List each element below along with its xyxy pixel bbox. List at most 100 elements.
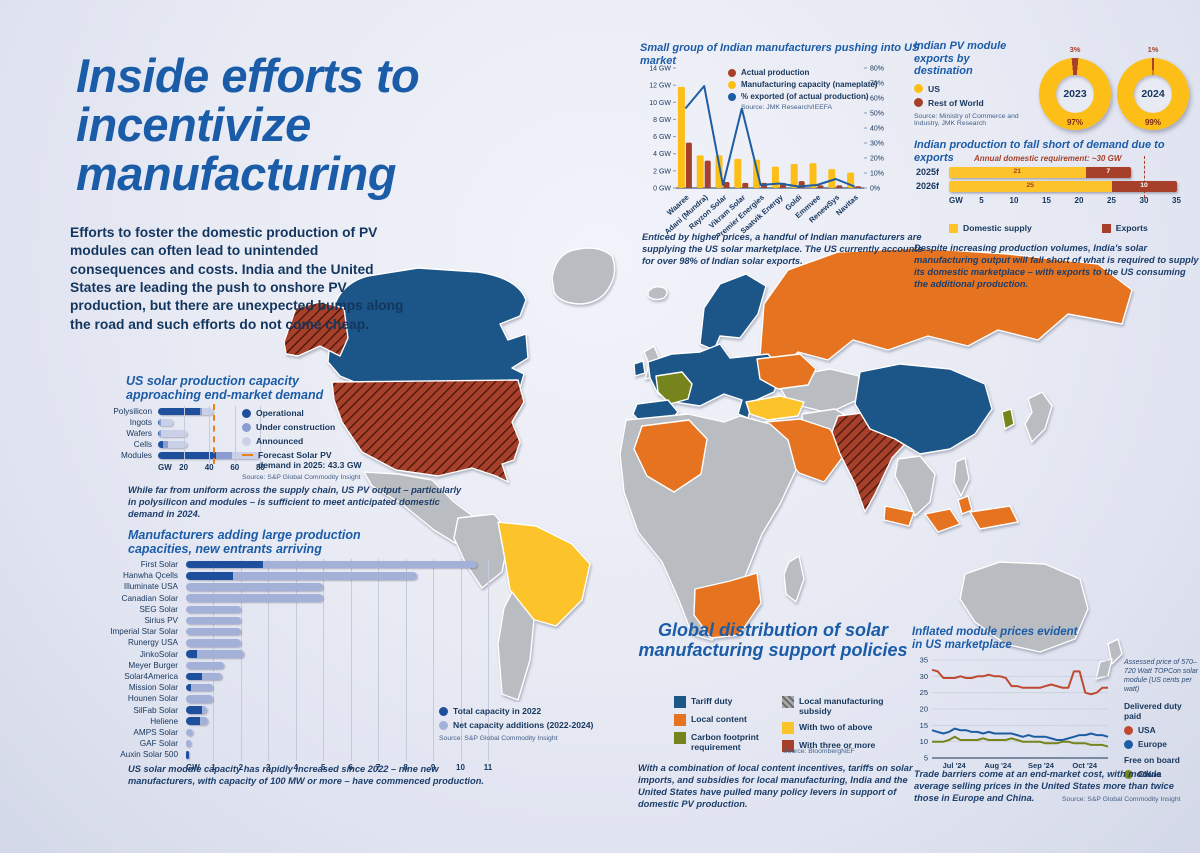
bar-under-construction [215,452,233,459]
donut-year-label: 2023 [1056,75,1094,113]
gridline [260,406,262,463]
axis-tick: 10 [1009,196,1019,205]
bar-additions [186,616,241,625]
axis-tick: 9 [430,763,436,773]
svg-text:10%: 10% [870,171,884,178]
bar-operational [158,452,216,459]
manufacturer-row: Hounen Solar [94,693,534,704]
manufacturer-row: First Solar [94,559,534,570]
map-legend-swatch-three [782,740,794,752]
us-capacity-row: Wafers [88,428,298,439]
bar-additions [199,717,208,725]
map-country-ireland [633,360,646,377]
manufacturer-label: Hounen Solar [127,694,178,704]
bar-announced [160,419,174,426]
pct-exported-line [684,85,855,188]
bar-capacity [734,158,742,188]
manufacturer-label: Solar4America [124,671,178,681]
bar-production [855,186,862,188]
donut-2023: 2023 97% [1039,58,1111,130]
module-prices-svg: 35 30 25 20 15 10 5 Jul '24 Aug '24 Sep '24… [920,656,1109,770]
bar-under-construction [159,430,161,437]
bar-additions [196,650,244,658]
map-country-indonesia [957,495,973,515]
svg-text:10 GW: 10 GW [649,100,671,107]
bar-operational [158,419,160,426]
legend-dot-under-construction [242,422,251,432]
manufacturer-row: SilFab Solar [94,704,534,715]
map-country-indonesia [969,505,1019,530]
map-country-ukraine [756,353,817,390]
map-country-south-africa [693,572,762,639]
map-country-madagascar [783,555,805,603]
map-legend-item-tariff: Tariff duty [674,696,782,708]
chart-us-capacity-caption: While far from uniform across the supply… [128,485,462,520]
chart-india-supply-annotation: Annual domestic requirement: ~30 GW [974,154,1122,163]
axis-tick: 11 [483,763,493,773]
gridline [323,559,325,761]
bar-additions [186,739,192,748]
legend-dash-forecast [242,454,253,456]
india-supply-row: 2025f 21 7 [914,165,1200,179]
gridline [209,406,211,463]
chart-module-prices-title: Inflated module prices evident in US mar… [912,626,1078,652]
axis-unit: GW [949,196,963,205]
bar-total-2022 [186,572,233,580]
svg-text:20%: 20% [870,156,884,163]
bar-additions [202,706,207,714]
svg-text:60%: 60% [870,96,884,103]
bar-exports: 10 [1111,180,1177,192]
legend-dot-announced [242,436,251,446]
map-legend-swatch-subsidy [782,696,794,708]
chart-manufacturers-legend: Total capacity in 2022 Net capacity addi… [439,706,599,742]
svg-text:15: 15 [920,721,928,730]
legend-dot-operational [242,408,251,418]
legend-dot-usa [1124,725,1133,735]
svg-text:30: 30 [920,672,928,681]
svg-text:20: 20 [920,705,928,714]
map-country-iceland [647,285,668,301]
bar-additions [186,605,241,614]
bar-under-construction [159,419,161,426]
axis-tick: 80 [255,463,265,472]
bar-capacity [753,159,761,188]
svg-text:25: 25 [920,688,928,697]
axis-tick: 7 [375,763,381,773]
map-country-russia [759,247,1133,373]
manufacturer-row: Heliene [94,716,534,727]
bar-additions [186,639,241,647]
group-free-on-board: Free on board [1124,755,1180,766]
gridline [350,559,352,761]
axis-tick: 40 [204,463,214,472]
legend-dot-rest-of-world [914,98,923,108]
chart-exports-title: Indian PV module exports by destination [914,40,1007,78]
map-legend-source: Source: BloombergNEF [783,748,855,755]
axis-tick: 30 [1139,196,1149,205]
map-country-china [854,363,993,455]
bar-capacity [809,163,817,188]
chart-india-supply-title: Indian production to fall short of deman… [914,139,1165,164]
manufacturer-row: JinkoSolar [94,649,534,660]
donut-us-pct: 99% [1144,118,1161,127]
bar-total-2022 [186,717,200,725]
manufacturer-label: SEG Solar [139,604,178,614]
map-legend-block: Global distribution of solar manufacturi… [628,620,933,809]
manufacturer-label: Imperial Star Solar [110,627,178,637]
axis-tick: 20 [1074,196,1084,205]
svg-text:2 GW: 2 GW [653,168,671,175]
chart-indian-push-title: Small group of Indian manufacturers push… [640,42,920,67]
manufacturer-label: Hanwha Qcells [122,571,178,581]
svg-text:12 GW: 12 GW [649,83,671,90]
donut-us-pct: 97% [1066,118,1083,127]
row-label: Polysilicon [113,407,152,416]
map-country-greenland [551,247,616,305]
map-legend-item-subsidy: Local manufacturing subsidy [782,696,924,716]
map-country-alaska [283,301,349,357]
month-label: Jul '24 [943,761,967,770]
bar-additions [186,594,324,602]
bar-additions [186,661,225,670]
year-label: 2025f [915,167,939,177]
bar-additions [262,560,477,569]
bar-capacity [790,164,798,188]
svg-text:30%: 30% [870,141,884,148]
